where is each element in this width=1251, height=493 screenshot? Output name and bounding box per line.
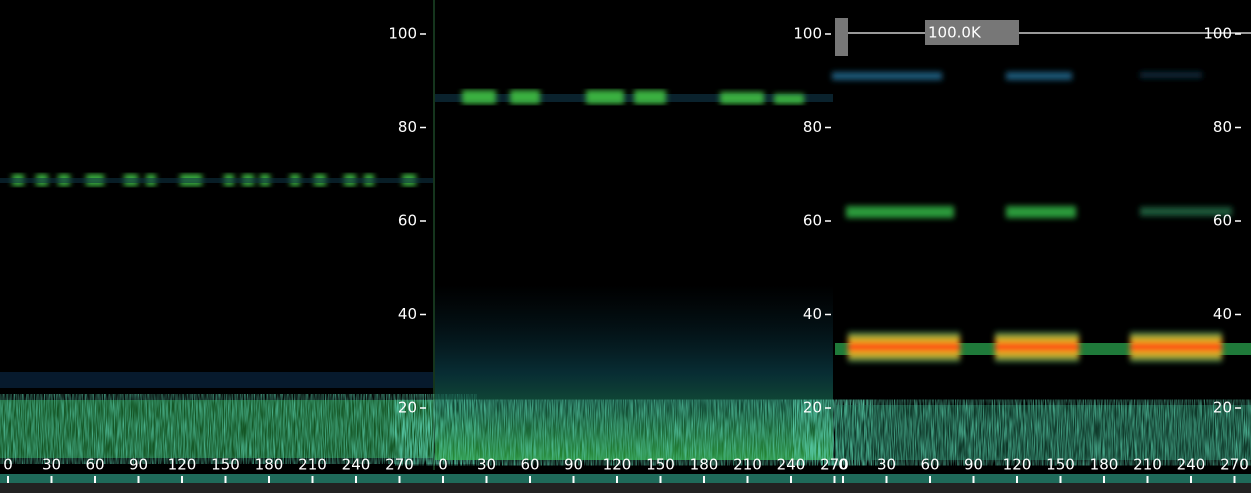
noise-texture bbox=[835, 405, 1251, 460]
x-tick-label: 90 bbox=[564, 456, 583, 474]
y-tick-label: 80 bbox=[1213, 118, 1232, 136]
y-tick-label: 100 bbox=[388, 25, 417, 43]
time-strip-base bbox=[0, 483, 1251, 493]
x-tick-label: 240 bbox=[342, 456, 371, 474]
badge-box[interactable] bbox=[925, 20, 1019, 45]
y-tick-label: 40 bbox=[803, 305, 822, 323]
x-tick-label: 150 bbox=[211, 456, 240, 474]
x-tick-label: 30 bbox=[877, 456, 896, 474]
x-tick-label: 30 bbox=[477, 456, 496, 474]
y-tick-label: 80 bbox=[398, 118, 417, 136]
noise-texture bbox=[0, 400, 433, 458]
scroll-handle[interactable] bbox=[835, 18, 848, 56]
x-tick-label: 60 bbox=[920, 456, 939, 474]
y-tick-label: 40 bbox=[1213, 305, 1232, 323]
noise-texture bbox=[435, 405, 833, 460]
x-tick-label: 60 bbox=[85, 456, 104, 474]
y-tick-label: 20 bbox=[1213, 399, 1232, 417]
calls bbox=[462, 90, 804, 104]
x-tick-label: 210 bbox=[298, 456, 327, 474]
x-tick-label: 240 bbox=[777, 456, 806, 474]
y-tick-label: 100 bbox=[793, 25, 822, 43]
x-tick-label: 120 bbox=[603, 456, 632, 474]
y-tick-label: 60 bbox=[398, 212, 417, 230]
x-tick-label: 90 bbox=[964, 456, 983, 474]
badge-label: 100.0K bbox=[928, 24, 982, 42]
time-strip bbox=[0, 474, 1251, 483]
x-tick-label: 270 bbox=[1220, 456, 1249, 474]
x-tick-label: 180 bbox=[1090, 456, 1119, 474]
y-tick-label: 40 bbox=[398, 305, 417, 323]
x-tick-label: 30 bbox=[42, 456, 61, 474]
x-tick-label: 0 bbox=[438, 456, 448, 474]
x-tick-label: 0 bbox=[838, 456, 848, 474]
x-tick-label: 60 bbox=[520, 456, 539, 474]
y-tick-label: 60 bbox=[1213, 212, 1232, 230]
x-tick-label: 210 bbox=[1133, 456, 1162, 474]
x-tick-label: 150 bbox=[646, 456, 675, 474]
y-tick-label: 100 bbox=[1203, 25, 1232, 43]
x-tick-label: 90 bbox=[129, 456, 148, 474]
y-tick-label: 20 bbox=[803, 399, 822, 417]
y-tick-label: 80 bbox=[803, 118, 822, 136]
x-tick-label: 180 bbox=[690, 456, 719, 474]
x-tick-label: 180 bbox=[255, 456, 284, 474]
noise-band bbox=[0, 372, 433, 388]
calls bbox=[832, 72, 1232, 362]
x-tick-label: 120 bbox=[1003, 456, 1032, 474]
y-tick-label: 20 bbox=[398, 399, 417, 417]
x-tick-label: 0 bbox=[3, 456, 13, 474]
y-tick-label: 60 bbox=[803, 212, 822, 230]
x-tick-label: 240 bbox=[1177, 456, 1206, 474]
x-tick-label: 150 bbox=[1046, 456, 1075, 474]
x-tick-label: 270 bbox=[385, 456, 414, 474]
hum-line bbox=[0, 178, 433, 183]
x-tick-label: 210 bbox=[733, 456, 762, 474]
x-tick-label: 270 bbox=[820, 456, 849, 474]
x-tick-label: 120 bbox=[168, 456, 197, 474]
